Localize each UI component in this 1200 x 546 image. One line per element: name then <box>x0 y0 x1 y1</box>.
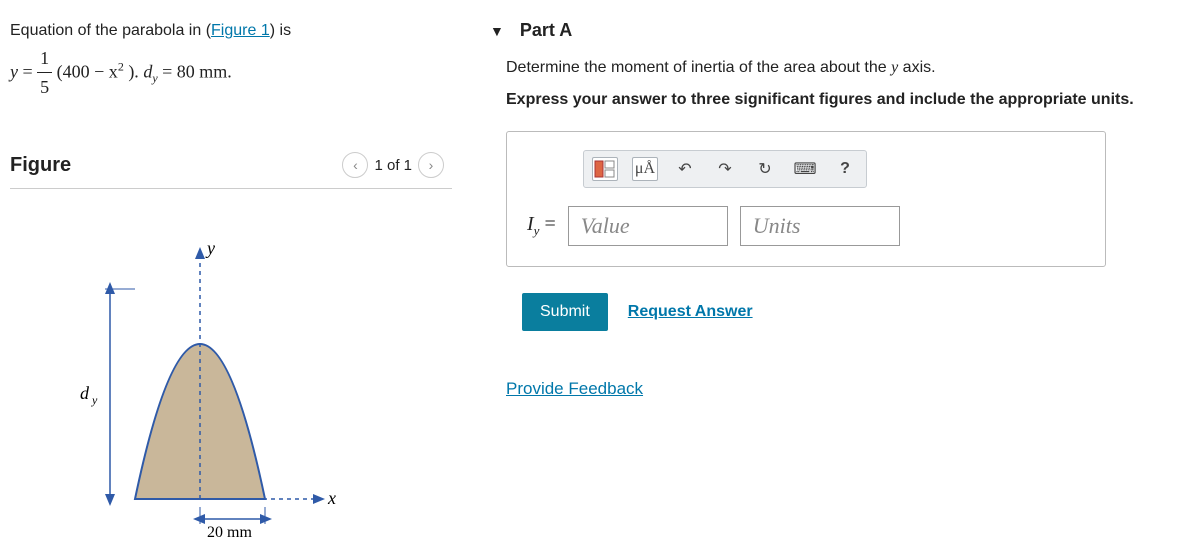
svg-text:x: x <box>327 488 336 508</box>
request-answer-link[interactable]: Request Answer <box>628 303 753 321</box>
units-input[interactable]: Units <box>740 206 900 246</box>
reset-button[interactable]: ↻ <box>752 157 778 181</box>
collapse-icon[interactable]: ▼ <box>490 23 504 39</box>
help-button[interactable]: ? <box>832 157 858 181</box>
intro-text: Equation of the parabola in ( <box>10 22 211 39</box>
svg-text:y: y <box>205 238 215 258</box>
answer-lhs: Iy = <box>527 213 556 239</box>
figure-title: Figure <box>10 154 71 177</box>
units-mu-a-button[interactable]: μÅ <box>632 157 658 181</box>
undo-button[interactable]: ↶ <box>672 157 698 181</box>
submit-button[interactable]: Submit <box>522 293 608 331</box>
question-text: Determine the moment of inertia of the a… <box>506 59 1190 77</box>
keyboard-button[interactable]: ⌨ <box>792 157 818 181</box>
part-title: Part A <box>520 20 572 41</box>
svg-text:y: y <box>91 393 98 407</box>
redo-button[interactable]: ↷ <box>712 157 738 181</box>
figure-link[interactable]: Figure 1 <box>211 22 270 39</box>
problem-statement: Equation of the parabola in (Figure 1) i… <box>10 18 470 102</box>
figure-prev-button[interactable]: ‹ <box>342 152 368 178</box>
figure-next-button[interactable]: › <box>418 152 444 178</box>
value-input[interactable]: Value <box>568 206 728 246</box>
input-toolbar: μÅ ↶ ↷ ↻ ⌨ ? <box>583 150 867 188</box>
templates-button[interactable] <box>592 157 618 181</box>
figure-nav-label: 1 of 1 <box>374 157 412 174</box>
instruction-text: Express your answer to three significant… <box>506 91 1190 109</box>
provide-feedback-link[interactable]: Provide Feedback <box>506 379 1190 399</box>
equation: y = 15 (400 − x2 ). dy = 80 mm. <box>10 44 470 103</box>
answer-area: μÅ ↶ ↷ ↻ ⌨ ? Iy = Value Units <box>506 131 1106 267</box>
figure-image: y x d y 20 mm <box>10 189 470 543</box>
svg-text:20 mm: 20 mm <box>207 524 252 539</box>
svg-text:d: d <box>80 383 90 403</box>
